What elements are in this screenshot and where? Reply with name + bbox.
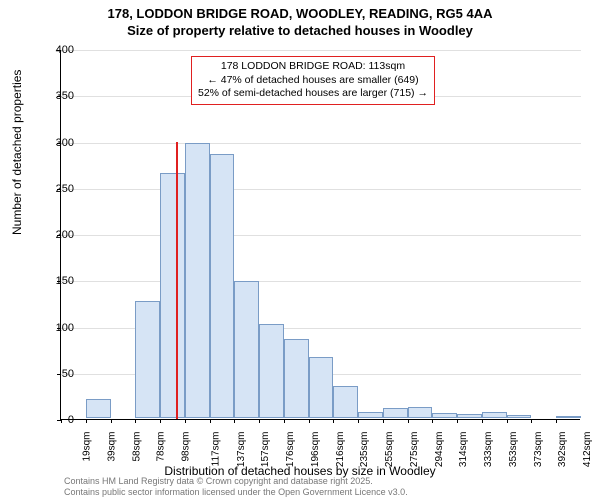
footer-line2: Contains public sector information licen… bbox=[64, 487, 408, 498]
xtick-label: 137sqm bbox=[236, 432, 247, 468]
histogram-bar bbox=[408, 407, 433, 418]
histogram-bar bbox=[160, 173, 185, 418]
xtick-label: 196sqm bbox=[310, 432, 321, 468]
xtick-mark bbox=[482, 419, 483, 423]
ytick-label: 350 bbox=[44, 90, 74, 102]
histogram-bar bbox=[309, 357, 334, 418]
xtick-label: 235sqm bbox=[359, 432, 370, 468]
xtick-mark bbox=[333, 419, 334, 423]
gridline bbox=[61, 281, 581, 282]
histogram-bar bbox=[482, 412, 507, 418]
ytick-label: 300 bbox=[44, 137, 74, 149]
xtick-label: 333sqm bbox=[483, 432, 494, 468]
xtick-label: 373sqm bbox=[533, 432, 544, 468]
ytick-label: 50 bbox=[44, 368, 74, 380]
annotation-line: 178 LODDON BRIDGE ROAD: 113sqm bbox=[198, 60, 428, 74]
xtick-label: 392sqm bbox=[558, 432, 569, 468]
xtick-mark bbox=[185, 419, 186, 423]
xtick-mark bbox=[210, 419, 211, 423]
histogram-bar bbox=[432, 413, 457, 418]
xtick-label: 412sqm bbox=[582, 432, 593, 468]
xtick-label: 353sqm bbox=[508, 432, 519, 468]
xtick-label: 255sqm bbox=[384, 432, 395, 468]
xtick-label: 314sqm bbox=[459, 432, 470, 468]
xtick-label: 275sqm bbox=[409, 432, 420, 468]
xtick-label: 98sqm bbox=[181, 432, 192, 462]
xtick-mark bbox=[309, 419, 310, 423]
xtick-mark bbox=[358, 419, 359, 423]
xtick-mark bbox=[432, 419, 433, 423]
xtick-mark bbox=[160, 419, 161, 423]
xtick-label: 117sqm bbox=[210, 432, 221, 467]
ytick-label: 400 bbox=[44, 44, 74, 56]
xtick-mark bbox=[556, 419, 557, 423]
xtick-mark bbox=[457, 419, 458, 423]
histogram-bar bbox=[358, 412, 383, 418]
xtick-mark bbox=[86, 419, 87, 423]
xtick-label: 216sqm bbox=[335, 432, 346, 468]
histogram-bar bbox=[234, 281, 259, 418]
chart-area: 178 LODDON BRIDGE ROAD: 113sqm← 47% of d… bbox=[60, 50, 580, 420]
histogram-bar bbox=[284, 339, 309, 418]
footer-line1: Contains HM Land Registry data © Crown c… bbox=[64, 476, 408, 487]
xtick-label: 157sqm bbox=[260, 432, 271, 468]
xtick-mark bbox=[383, 419, 384, 423]
y-axis-label: Number of detached properties bbox=[10, 70, 24, 235]
xtick-label: 176sqm bbox=[285, 432, 296, 468]
histogram-bar bbox=[135, 301, 160, 418]
xtick-mark bbox=[135, 419, 136, 423]
histogram-bar bbox=[185, 143, 210, 418]
histogram-bar bbox=[457, 414, 482, 418]
reference-line bbox=[176, 142, 178, 420]
xtick-label: 294sqm bbox=[434, 432, 445, 468]
ytick-label: 250 bbox=[44, 183, 74, 195]
footer-attribution: Contains HM Land Registry data © Crown c… bbox=[64, 476, 408, 498]
xtick-label: 78sqm bbox=[156, 432, 167, 462]
xtick-mark bbox=[408, 419, 409, 423]
ytick-label: 150 bbox=[44, 275, 74, 287]
gridline bbox=[61, 189, 581, 190]
gridline bbox=[61, 50, 581, 51]
histogram-bar bbox=[259, 324, 284, 418]
ytick-label: 200 bbox=[44, 229, 74, 241]
xtick-mark bbox=[284, 419, 285, 423]
xtick-mark bbox=[111, 419, 112, 423]
annotation-line: ← 47% of detached houses are smaller (64… bbox=[198, 74, 428, 88]
annotation-line: 52% of semi-detached houses are larger (… bbox=[198, 87, 428, 101]
plot-region: 178 LODDON BRIDGE ROAD: 113sqm← 47% of d… bbox=[60, 50, 580, 420]
annotation-box: 178 LODDON BRIDGE ROAD: 113sqm← 47% of d… bbox=[191, 56, 435, 105]
xtick-mark bbox=[531, 419, 532, 423]
xtick-label: 39sqm bbox=[106, 432, 117, 462]
histogram-bar bbox=[333, 386, 358, 418]
histogram-bar bbox=[556, 416, 581, 418]
ytick-label: 100 bbox=[44, 322, 74, 334]
xtick-mark bbox=[507, 419, 508, 423]
xtick-mark bbox=[234, 419, 235, 423]
histogram-bar bbox=[383, 408, 408, 418]
chart-title-line2: Size of property relative to detached ho… bbox=[0, 23, 600, 40]
histogram-bar bbox=[210, 154, 235, 418]
gridline bbox=[61, 235, 581, 236]
xtick-label: 19sqm bbox=[82, 432, 93, 462]
chart-title-line1: 178, LODDON BRIDGE ROAD, WOODLEY, READIN… bbox=[0, 6, 600, 23]
ytick-label: 0 bbox=[44, 414, 74, 426]
xtick-label: 58sqm bbox=[131, 432, 142, 462]
histogram-bar bbox=[507, 415, 532, 418]
gridline bbox=[61, 143, 581, 144]
histogram-bar bbox=[86, 399, 111, 418]
xtick-mark bbox=[259, 419, 260, 423]
